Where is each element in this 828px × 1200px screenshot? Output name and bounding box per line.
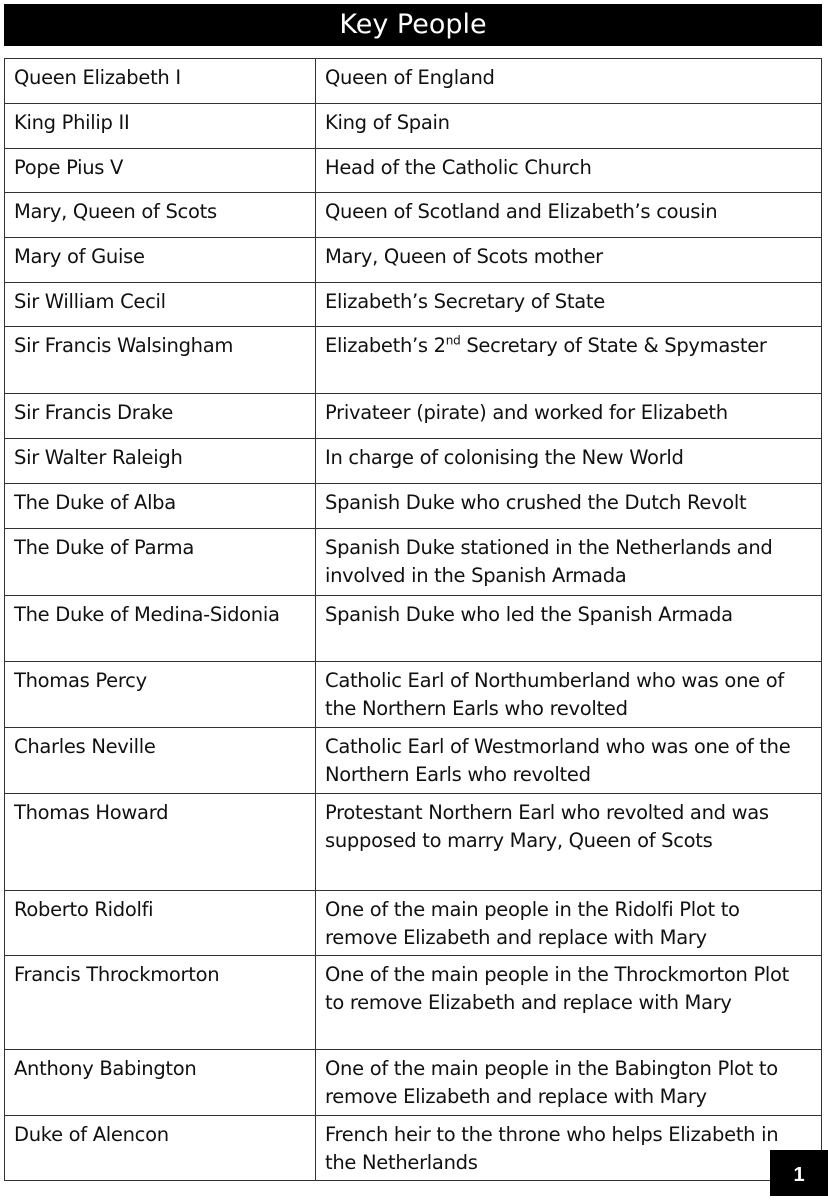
- person-role: King of Spain: [315, 103, 822, 149]
- table-row: Duke of Alencon French heir to the throne…: [4, 1115, 822, 1181]
- person-role: One of the main people in the Ridolfi Pl…: [315, 890, 822, 956]
- person-role: Spanish Duke stationed in the Netherland…: [315, 528, 822, 596]
- page-number: 1: [770, 1150, 828, 1196]
- table-row: King Philip II King of Spain: [4, 103, 822, 149]
- table-row: Charles Neville Catholic Earl of Westmorl…: [4, 727, 822, 794]
- person-role: Queen of Scotland and Elizabeth’s cousin: [315, 192, 822, 238]
- table-row: Thomas Howard Protestant Northern Earl wh…: [4, 793, 822, 891]
- table-row: Sir Francis Drake Privateer (pirate) and …: [4, 393, 822, 439]
- person-role: One of the main people in the Babington …: [315, 1049, 822, 1116]
- table-row: Francis Throckmorton One of the main peop…: [4, 955, 822, 1050]
- person-name: Mary, Queen of Scots: [4, 192, 316, 238]
- key-people-table: Queen Elizabeth I Queen of England King Ph…: [4, 58, 822, 1181]
- person-name: Mary of Guise: [4, 237, 316, 283]
- table-row: Anthony Babington One of the main people …: [4, 1049, 822, 1116]
- person-name: Thomas Percy: [4, 661, 316, 728]
- table-row: Thomas Percy Catholic Earl of Northumberl…: [4, 661, 822, 728]
- person-name: Pope Pius V: [4, 148, 316, 193]
- role-text: Elizabeth’s 2: [325, 334, 446, 357]
- person-role: Catholic Earl of Westmorland who was one…: [315, 727, 822, 794]
- person-name: Thomas Howard: [4, 793, 316, 891]
- person-role: Catholic Earl of Northumberland who was …: [315, 661, 822, 728]
- person-role: Queen of England: [315, 58, 822, 104]
- table-row: The Duke of Parma Spanish Duke stationed …: [4, 528, 822, 596]
- person-role: Head of the Catholic Church: [315, 148, 822, 193]
- table-row: Mary, Queen of Scots Queen of Scotland an…: [4, 192, 822, 238]
- person-name: Sir William Cecil: [4, 282, 316, 327]
- person-role: French heir to the throne who helps Eliz…: [315, 1115, 822, 1181]
- person-role: Mary, Queen of Scots mother: [315, 237, 822, 283]
- person-role: Protestant Northern Earl who revolted an…: [315, 793, 822, 891]
- person-name: The Duke of Medina-Sidonia: [4, 595, 316, 662]
- table-row: Mary of Guise Mary, Queen of Scots mother: [4, 237, 822, 283]
- person-name: Sir Francis Walsingham: [4, 326, 316, 394]
- person-role: Spanish Duke who crushed the Dutch Revol…: [315, 483, 822, 529]
- person-name: Anthony Babington: [4, 1049, 316, 1116]
- table-row: The Duke of Alba Spanish Duke who crushed…: [4, 483, 822, 529]
- page-title: Key People: [4, 4, 822, 46]
- person-name: Charles Neville: [4, 727, 316, 794]
- ordinal-suffix: nd: [445, 333, 461, 348]
- table-row: Sir Walter Raleigh In charge of colonisin…: [4, 438, 822, 484]
- person-name: Queen Elizabeth I: [4, 58, 316, 104]
- table-row: Pope Pius V Head of the Catholic Church: [4, 148, 822, 193]
- person-role: One of the main people in the Throckmort…: [315, 955, 822, 1050]
- person-name: Sir Francis Drake: [4, 393, 316, 439]
- person-role: Elizabeth’s 2nd Secretary of State & Spy…: [315, 326, 822, 394]
- person-name: Francis Throckmorton: [4, 955, 316, 1050]
- person-name: King Philip II: [4, 103, 316, 149]
- person-name: Duke of Alencon: [4, 1115, 316, 1181]
- person-role: Elizabeth’s Secretary of State: [315, 282, 822, 327]
- table-row: Roberto Ridolfi One of the main people in…: [4, 890, 822, 956]
- person-role: Privateer (pirate) and worked for Elizab…: [315, 393, 822, 439]
- role-text: Secretary of State & Spymaster: [460, 334, 767, 357]
- person-role: In charge of colonising the New World: [315, 438, 822, 484]
- person-name: Roberto Ridolfi: [4, 890, 316, 956]
- person-role: Spanish Duke who led the Spanish Armada: [315, 595, 822, 662]
- table-row: The Duke of Medina-Sidonia Spanish Duke w…: [4, 595, 822, 662]
- table-row: Queen Elizabeth I Queen of England: [4, 58, 822, 104]
- table-row: Sir Francis Walsingham Elizabeth’s 2nd Se…: [4, 326, 822, 394]
- person-name: The Duke of Parma: [4, 528, 316, 596]
- person-name: Sir Walter Raleigh: [4, 438, 316, 484]
- table-row: Sir William Cecil Elizabeth’s Secretary o…: [4, 282, 822, 327]
- person-name: The Duke of Alba: [4, 483, 316, 529]
